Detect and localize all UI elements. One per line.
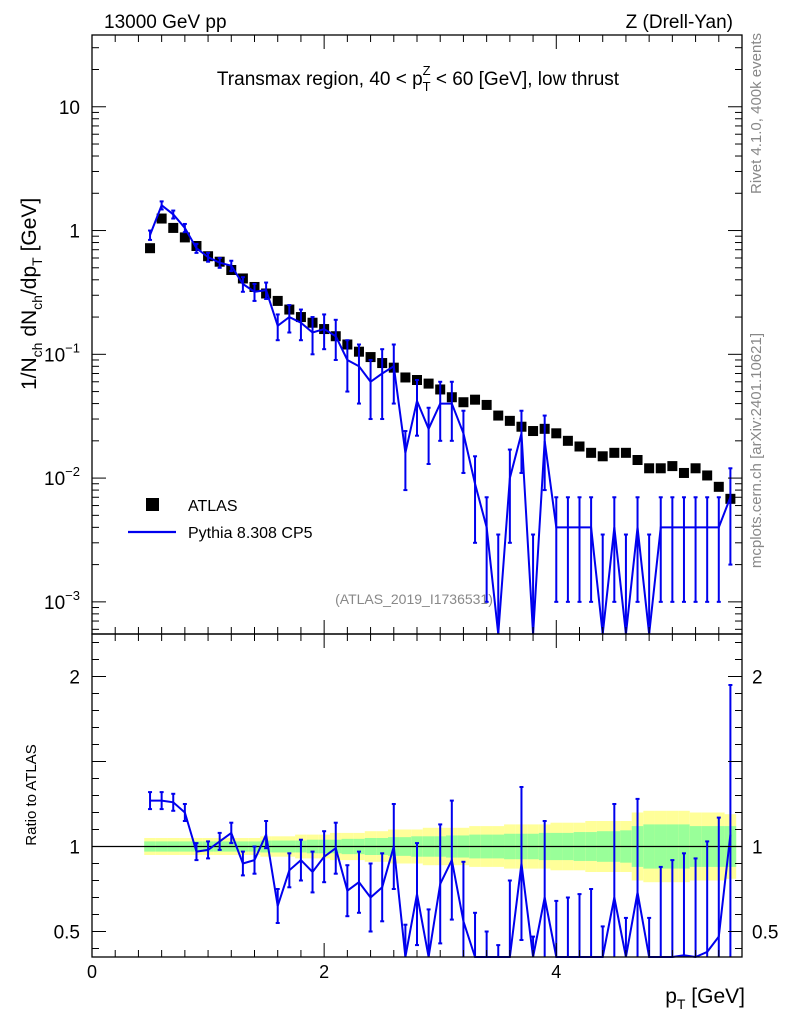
main-frame <box>91 34 743 635</box>
data-point <box>632 455 643 466</box>
data-point <box>667 461 678 472</box>
data-point <box>504 415 515 426</box>
data-point <box>690 463 701 474</box>
y-tick-label: 10−1 <box>44 340 80 366</box>
legend-atlas-marker <box>146 498 159 511</box>
data-point <box>179 232 190 243</box>
main-panel: 10−3 10−2 10−1 1 10 <box>44 34 743 635</box>
x-tick-label: 0 <box>87 962 97 982</box>
data-point <box>458 397 469 408</box>
x-tick-label: 2 <box>319 962 329 982</box>
side-mcplots-label: mcplots.cern.ch [arXiv:2401.10621] <box>748 333 765 568</box>
data-point <box>644 463 655 474</box>
chart-title-sub: T <box>423 79 431 94</box>
data-point <box>678 467 689 478</box>
data-point <box>400 372 411 383</box>
y-tick-label: 10 <box>59 98 80 119</box>
data-point <box>586 447 597 458</box>
chart-title-sup: Z <box>423 63 431 78</box>
y-tick-label: 1 <box>69 222 80 243</box>
data-point <box>156 213 167 224</box>
header-process-label: Z (Drell-Yan) <box>626 12 733 33</box>
chart-title: Transmax region, 40 < pTZ < 60 [GeV], lo… <box>217 63 620 94</box>
data-point <box>365 352 376 363</box>
data-point <box>655 463 666 474</box>
chart-title-pre: Transmax region, 40 < p <box>217 69 423 90</box>
header-collision-label: 13000 GeV pp <box>104 12 227 33</box>
data-point <box>597 451 608 462</box>
legend-atlas-label: ATLAS <box>188 498 238 515</box>
legend-pythia-label: Pythia 8.308 CP5 <box>188 525 313 542</box>
data-point <box>713 481 724 492</box>
ratio-y-tick-label-right: 2 <box>752 668 763 689</box>
data-point <box>620 447 631 458</box>
ratio-y-tick-label-right: 1 <box>752 838 763 859</box>
ratio-ylabel: Ratio to ATLAS <box>23 744 40 845</box>
data-point <box>528 426 539 437</box>
data-point <box>702 470 713 481</box>
data-point <box>609 447 620 458</box>
legend: ATLAS Pythia 8.308 CP5 <box>128 498 313 542</box>
data-point <box>562 435 573 446</box>
main-ylabel: 1/Nch dNch/dpT [GeV] <box>18 198 45 390</box>
data-point <box>470 394 481 405</box>
data-point <box>574 441 585 452</box>
data-point <box>423 378 434 389</box>
x-axis-label: pT [GeV] <box>665 985 745 1012</box>
data-point <box>168 222 179 233</box>
y-tick-label-exponent: −1 <box>65 340 80 355</box>
side-rivet-label: Rivet 4.1.0, 400k events <box>748 33 765 194</box>
y-tick-label: 10−2 <box>44 464 80 490</box>
x-tick-label: 4 <box>551 962 561 982</box>
svg-text:1/Nch dNch/dpT [GeV]: 1/Nch dNch/dpT [GeV] <box>18 198 45 390</box>
y-tick-label-exponent: −2 <box>65 464 80 479</box>
data-point <box>551 428 562 439</box>
ratio-y-tick-label: 1 <box>69 838 80 859</box>
ratio-y-tick-label: 2 <box>69 668 80 689</box>
ratio-y-tick-label-right: 0.5 <box>752 923 778 944</box>
ratio-y-tick-label: 0.5 <box>54 923 80 944</box>
ratio-panel: 0 2 4 0.5 0.5 1 1 2 2 <box>54 35 778 982</box>
data-point <box>272 295 283 306</box>
data-point <box>145 243 156 254</box>
y-tick-label: 10−3 <box>44 588 80 614</box>
analysis-id-label: (ATLAS_2019_I1736531) <box>335 591 493 607</box>
y-tick-label-exponent: −3 <box>65 588 80 603</box>
data-point <box>481 399 492 410</box>
chart-title-post: < 60 [GeV], low thrust <box>431 69 620 90</box>
data-point <box>493 410 504 421</box>
